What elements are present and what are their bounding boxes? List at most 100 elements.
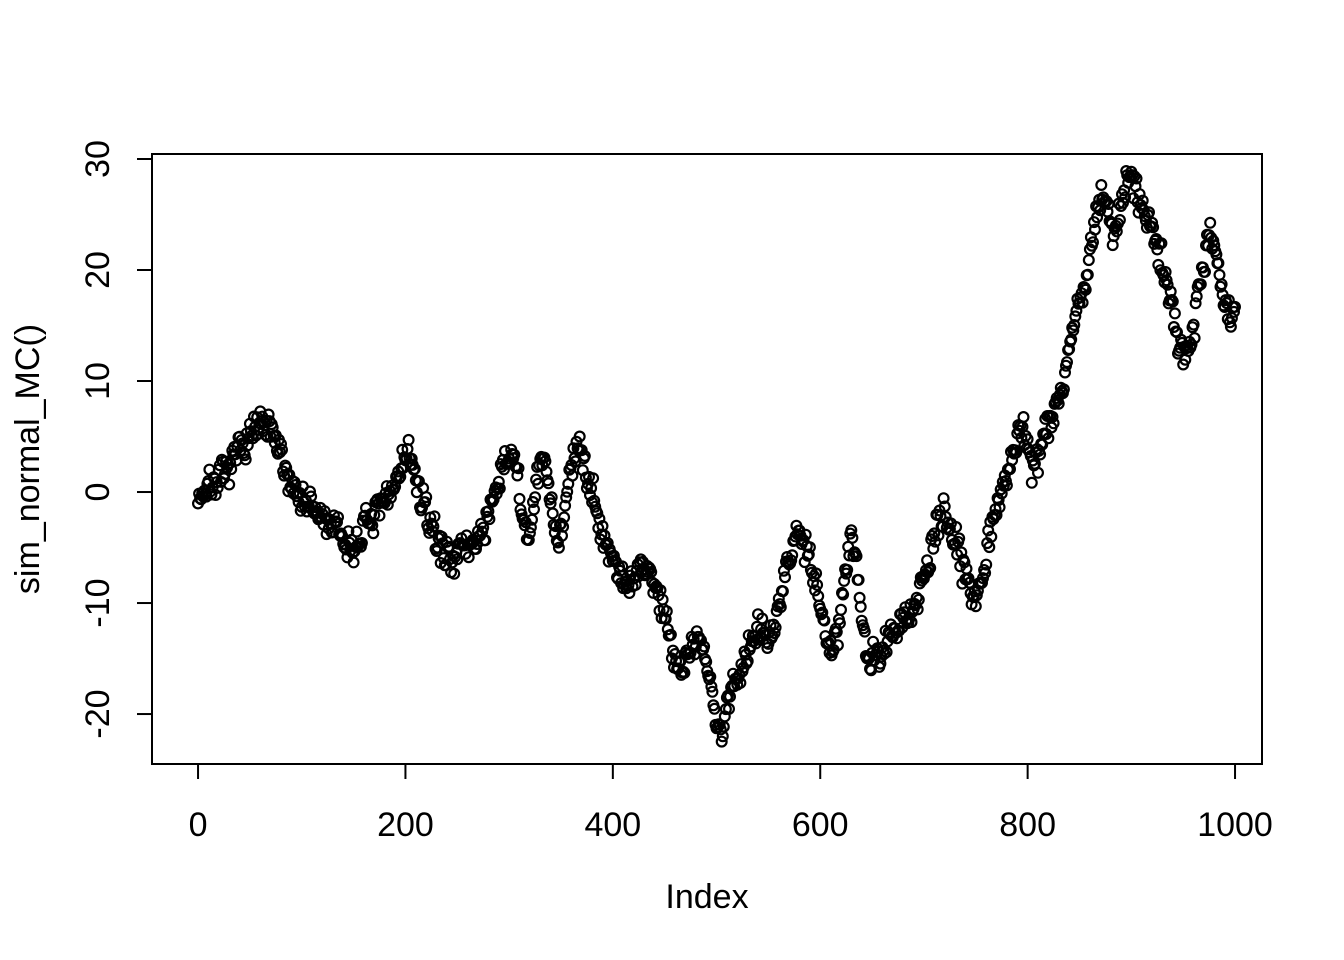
data-point: [846, 531, 859, 544]
data-point: [734, 676, 747, 689]
x-tick-label: 0: [189, 806, 208, 844]
data-point: [242, 432, 255, 445]
data-point: [852, 573, 865, 586]
data-point: [1076, 296, 1089, 309]
data-point: [816, 606, 829, 619]
data-point: [545, 491, 558, 504]
x-axis-title: Index: [665, 878, 748, 916]
data-point: [1185, 338, 1198, 351]
y-axis-title: sim_normal_MC(): [9, 324, 47, 594]
x-tick-label: 200: [377, 806, 434, 844]
data-point: [493, 482, 506, 495]
data-point: [995, 487, 1008, 500]
data-point: [408, 462, 421, 475]
data-point: [1189, 297, 1202, 310]
data-point: [1110, 225, 1123, 238]
data-point: [1068, 319, 1081, 332]
data-point: [561, 485, 574, 498]
data-point: [1213, 268, 1226, 281]
data-point: [769, 621, 782, 634]
data-point: [943, 522, 956, 535]
data-point: [634, 553, 647, 566]
data-point: [960, 562, 973, 575]
data-point: [993, 501, 1006, 514]
data-point: [1224, 320, 1237, 333]
data-point: [810, 567, 823, 580]
x-tick-label: 800: [999, 806, 1056, 844]
data-point: [678, 666, 691, 679]
data-point: [1159, 266, 1172, 279]
data-point: [523, 526, 536, 539]
data-point: [451, 553, 464, 566]
data-point: [1142, 206, 1155, 219]
data-point: [969, 600, 982, 613]
data-point: [714, 723, 727, 736]
x-tick-label: 1000: [1197, 806, 1273, 844]
data-point: [698, 640, 711, 653]
data-point: [797, 534, 810, 547]
data-point: [1079, 283, 1092, 296]
y-tick-label: 10: [79, 362, 117, 400]
data-point: [660, 605, 673, 618]
y-tick-label: 20: [79, 251, 117, 289]
data-point: [1086, 236, 1099, 249]
data-point: [1113, 214, 1126, 227]
data-point: [1187, 318, 1200, 331]
data-point: [428, 510, 441, 523]
axes-layer: 0 200 400 600 800 1000 -20 -10 0 10 20 30: [79, 140, 1273, 844]
data-point: [479, 534, 492, 547]
data-point: [524, 521, 537, 534]
data-point: [470, 542, 483, 555]
data-point: [402, 433, 415, 446]
data-point: [205, 488, 218, 501]
data-point: [247, 432, 260, 445]
y-tick-label: -20: [79, 689, 117, 738]
data-point: [1161, 278, 1174, 291]
data-point: [1116, 196, 1129, 209]
data-point: [705, 680, 718, 693]
data-point: [623, 586, 636, 599]
data-point: [332, 511, 345, 524]
data-point: [1042, 432, 1055, 445]
data-point: [593, 512, 606, 525]
data-point: [373, 509, 386, 522]
data-point: [517, 513, 530, 526]
data-point: [924, 561, 937, 574]
data-point: [722, 702, 735, 715]
data-point: [1198, 265, 1211, 278]
data-point: [741, 655, 754, 668]
data-point: [715, 735, 728, 748]
data-point: [1031, 466, 1044, 479]
data-point: [958, 556, 971, 569]
data-point: [529, 491, 542, 504]
data-point: [1188, 332, 1201, 345]
data-point: [573, 430, 586, 443]
data-point: [1017, 411, 1030, 424]
data-point: [664, 628, 677, 641]
data-point: [1046, 410, 1059, 423]
data-point: [837, 588, 850, 601]
data-point: [616, 560, 629, 573]
data-point: [893, 624, 906, 637]
data-point: [420, 491, 433, 504]
data-point: [937, 492, 950, 505]
data-point: [239, 453, 252, 466]
data-point: [1166, 295, 1179, 308]
data-point: [929, 535, 942, 548]
data-point: [405, 452, 418, 465]
data-point: [513, 492, 526, 505]
data-point: [331, 516, 344, 529]
data-point: [1155, 237, 1168, 250]
data-point: [209, 489, 222, 502]
data-point: [275, 438, 288, 451]
data-point: [578, 450, 591, 463]
data-point: [776, 585, 789, 598]
data-point: [1081, 268, 1094, 281]
data-point: [1060, 356, 1073, 369]
data-point: [831, 639, 844, 652]
data-point: [587, 472, 600, 485]
data-point: [1119, 191, 1132, 204]
data-point: [834, 603, 847, 616]
data-point: [1228, 300, 1241, 313]
